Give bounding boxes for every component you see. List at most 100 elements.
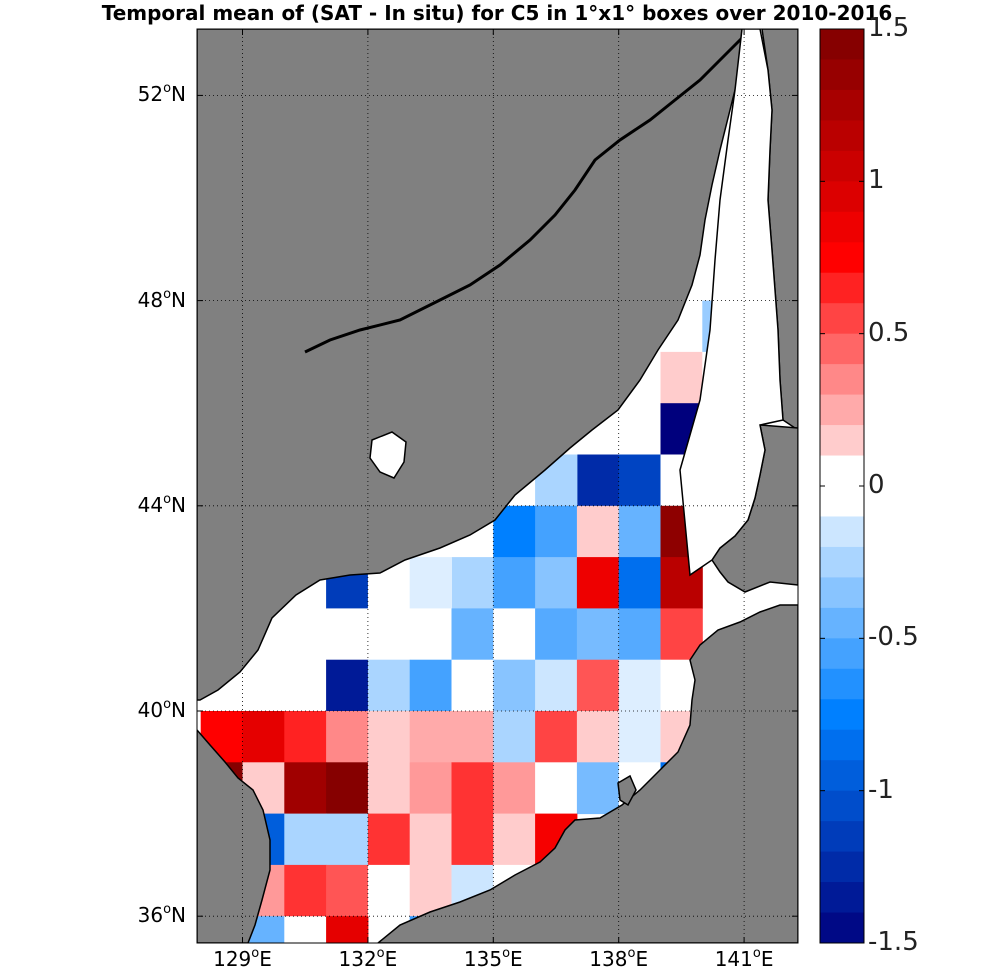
lat-label-hemisphere: N	[171, 903, 186, 928]
grid-cell	[451, 557, 494, 609]
colorbar-swatch	[820, 29, 864, 60]
grid-cell	[618, 711, 661, 763]
colorbar	[819, 28, 865, 944]
grid-cell	[326, 916, 369, 943]
lat-label-hemisphere: N	[171, 82, 186, 107]
colorbar-swatch	[820, 425, 864, 457]
colorbar-tick-label: 1	[868, 165, 885, 196]
grid-cell	[535, 711, 578, 763]
colorbar-tick-label: 0.5	[868, 317, 910, 348]
lat-label-number: 40	[137, 698, 164, 722]
lon-label: 135oE	[464, 946, 523, 971]
grid-cell	[284, 711, 327, 763]
colorbar-swatch	[820, 364, 864, 396]
grid-cell	[326, 711, 369, 763]
degree-sign: o	[163, 697, 172, 712]
lon-label-hemisphere: E	[510, 947, 523, 971]
grid-cell	[660, 351, 703, 404]
colorbar-swatch	[820, 668, 864, 700]
lon-label-number: 138	[589, 947, 628, 971]
colorbar-swatch	[820, 181, 864, 213]
grid-cell	[493, 608, 536, 661]
grid-cell	[451, 813, 494, 866]
lon-label-hemisphere: E	[635, 947, 649, 971]
lon-label-number: 135	[463, 947, 503, 971]
colorbar-swatch	[820, 486, 864, 517]
lon-label-number: 129	[213, 947, 252, 971]
degree-sign: o	[163, 81, 172, 97]
lon-label: 129oE	[213, 946, 272, 971]
colorbar-swatch	[820, 394, 864, 426]
lat-label-hemisphere: N	[171, 698, 186, 722]
grid-cell	[326, 864, 369, 917]
lon-label-hemisphere: E	[259, 947, 272, 971]
lat-label-hemisphere: N	[171, 492, 186, 517]
grid-cell	[367, 762, 411, 815]
lon-label: 132oE	[338, 946, 397, 971]
grid-cell	[409, 608, 452, 661]
degree-sign: o	[251, 946, 260, 961]
grid-cell	[535, 505, 578, 558]
grid-cell	[409, 659, 452, 712]
colorbar-swatch	[820, 333, 864, 365]
lon-label-number: 141	[714, 947, 753, 971]
grid-cell	[326, 608, 369, 661]
grid-cell	[367, 813, 411, 866]
grid-cell	[576, 762, 620, 815]
map-frame	[196, 28, 799, 944]
grid-cell	[451, 659, 494, 712]
grid-cell	[535, 659, 578, 712]
colorbar-swatch	[820, 211, 864, 243]
grid-cell	[535, 557, 578, 609]
colorbar-swatch	[820, 760, 864, 792]
grid-cell	[576, 711, 620, 763]
grid-cell	[367, 659, 411, 712]
land-honshu	[376, 604, 798, 943]
colorbar-tick-label: -1	[868, 774, 894, 805]
lon-label-hemisphere: E	[384, 947, 398, 971]
grid-cell	[493, 762, 536, 815]
grid-cell	[326, 813, 369, 866]
grid-cell	[618, 454, 661, 507]
degree-sign: o	[163, 491, 172, 507]
colorbar-swatch	[820, 242, 864, 274]
colorbar-swatch	[820, 272, 864, 304]
grid-cell	[576, 454, 620, 507]
grid-cell	[409, 813, 452, 866]
grid-cell	[367, 711, 411, 763]
land-sado	[617, 774, 637, 807]
graticule	[197, 29, 798, 943]
grid-cell	[284, 813, 327, 866]
tatar-sea-strip	[679, 29, 784, 577]
grid-cell	[493, 557, 536, 609]
colorbar-tick-label: 0	[868, 470, 885, 500]
grid-cell	[618, 659, 661, 712]
lat-label: 48oN	[138, 287, 186, 312]
degree-sign: o	[752, 946, 761, 961]
grid-cell	[367, 864, 411, 917]
grid-cell	[326, 659, 369, 712]
grid-cell	[284, 916, 327, 943]
degree-sign: o	[163, 902, 172, 918]
degree-sign: o	[627, 946, 636, 961]
grid-cell	[451, 711, 494, 763]
lat-label-number: 44	[137, 492, 164, 517]
grid-cell	[618, 505, 661, 558]
colorbar-tick-label: -1.5	[868, 927, 919, 957]
degree-sign: o	[163, 286, 172, 302]
colorbar-swatch	[820, 303, 864, 335]
lon-label: 138oE	[589, 946, 648, 971]
colorbar-swatch	[820, 455, 864, 487]
colorbar-swatch	[820, 851, 864, 883]
grid-cell	[493, 813, 536, 866]
colorbar-swatch	[820, 821, 864, 853]
grid-cell	[576, 659, 620, 712]
lat-label-number: 52	[137, 82, 164, 107]
lon-label-number: 132	[338, 947, 377, 971]
colorbar-swatch	[820, 89, 864, 121]
colorbar-tick-label: 1.5	[868, 13, 910, 43]
grid-cell	[493, 711, 536, 763]
lat-label: 52oN	[138, 81, 186, 106]
land-layer	[197, 29, 798, 943]
